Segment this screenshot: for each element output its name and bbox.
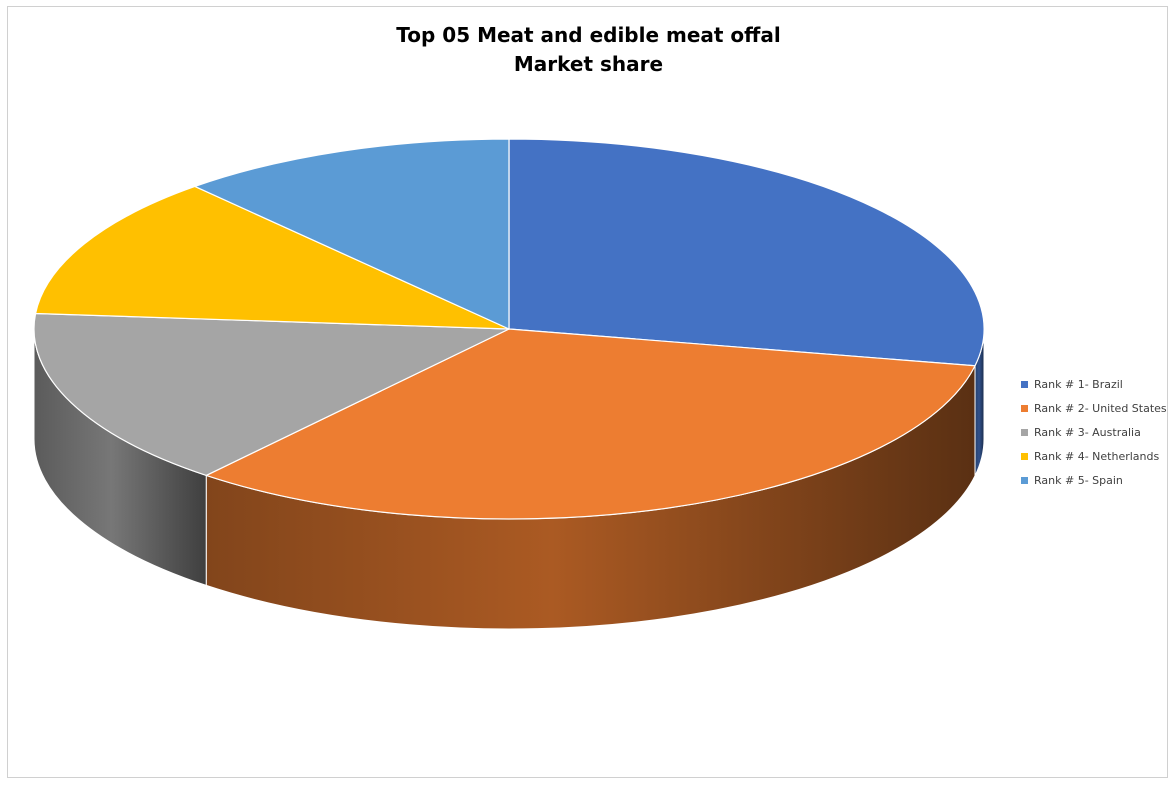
legend-swatch-5 [1021,476,1028,484]
pie-slice-2 [205,328,976,520]
pie-slice-4 [34,185,510,330]
legend-label-4: Rank # 4- Netherlands [1034,449,1160,463]
legend-entry-2: Rank # 2- United States [1021,396,1171,420]
legend-entry-1: Rank # 1- Brazil [1021,372,1171,396]
chart-area: Top 05 Meat and edible meat offal Market… [7,6,1168,778]
pie-slice-3 [33,312,510,476]
legend-swatch-3 [1021,428,1028,436]
chart-title-line-1: Top 05 Meat and edible meat offal [396,23,781,47]
legend-label-3: Rank # 3- Australia [1034,425,1141,439]
legend-label-5: Rank # 5- Spain [1034,473,1123,487]
legend-label-2: Rank # 2- United States [1034,401,1167,415]
legend-swatch-1 [1021,380,1028,388]
pie-slice-5 [194,138,510,330]
legend: Rank # 1- Brazil Rank # 2- United States R… [1021,372,1171,492]
legend-swatch-4 [1021,452,1028,460]
chart-title: Top 05 Meat and edible meat offal Market… [8,21,1169,79]
pie-slice-1 [508,138,985,367]
legend-entry-5: Rank # 5- Spain [1021,468,1171,492]
legend-entry-3: Rank # 3- Australia [1021,420,1171,444]
legend-entry-4: Rank # 4- Netherlands [1021,444,1171,468]
legend-swatch-2 [1021,404,1028,412]
chart-title-line-2: Market share [513,52,664,76]
pie-plot [33,138,985,630]
legend-label-1: Rank # 1- Brazil [1034,377,1123,391]
